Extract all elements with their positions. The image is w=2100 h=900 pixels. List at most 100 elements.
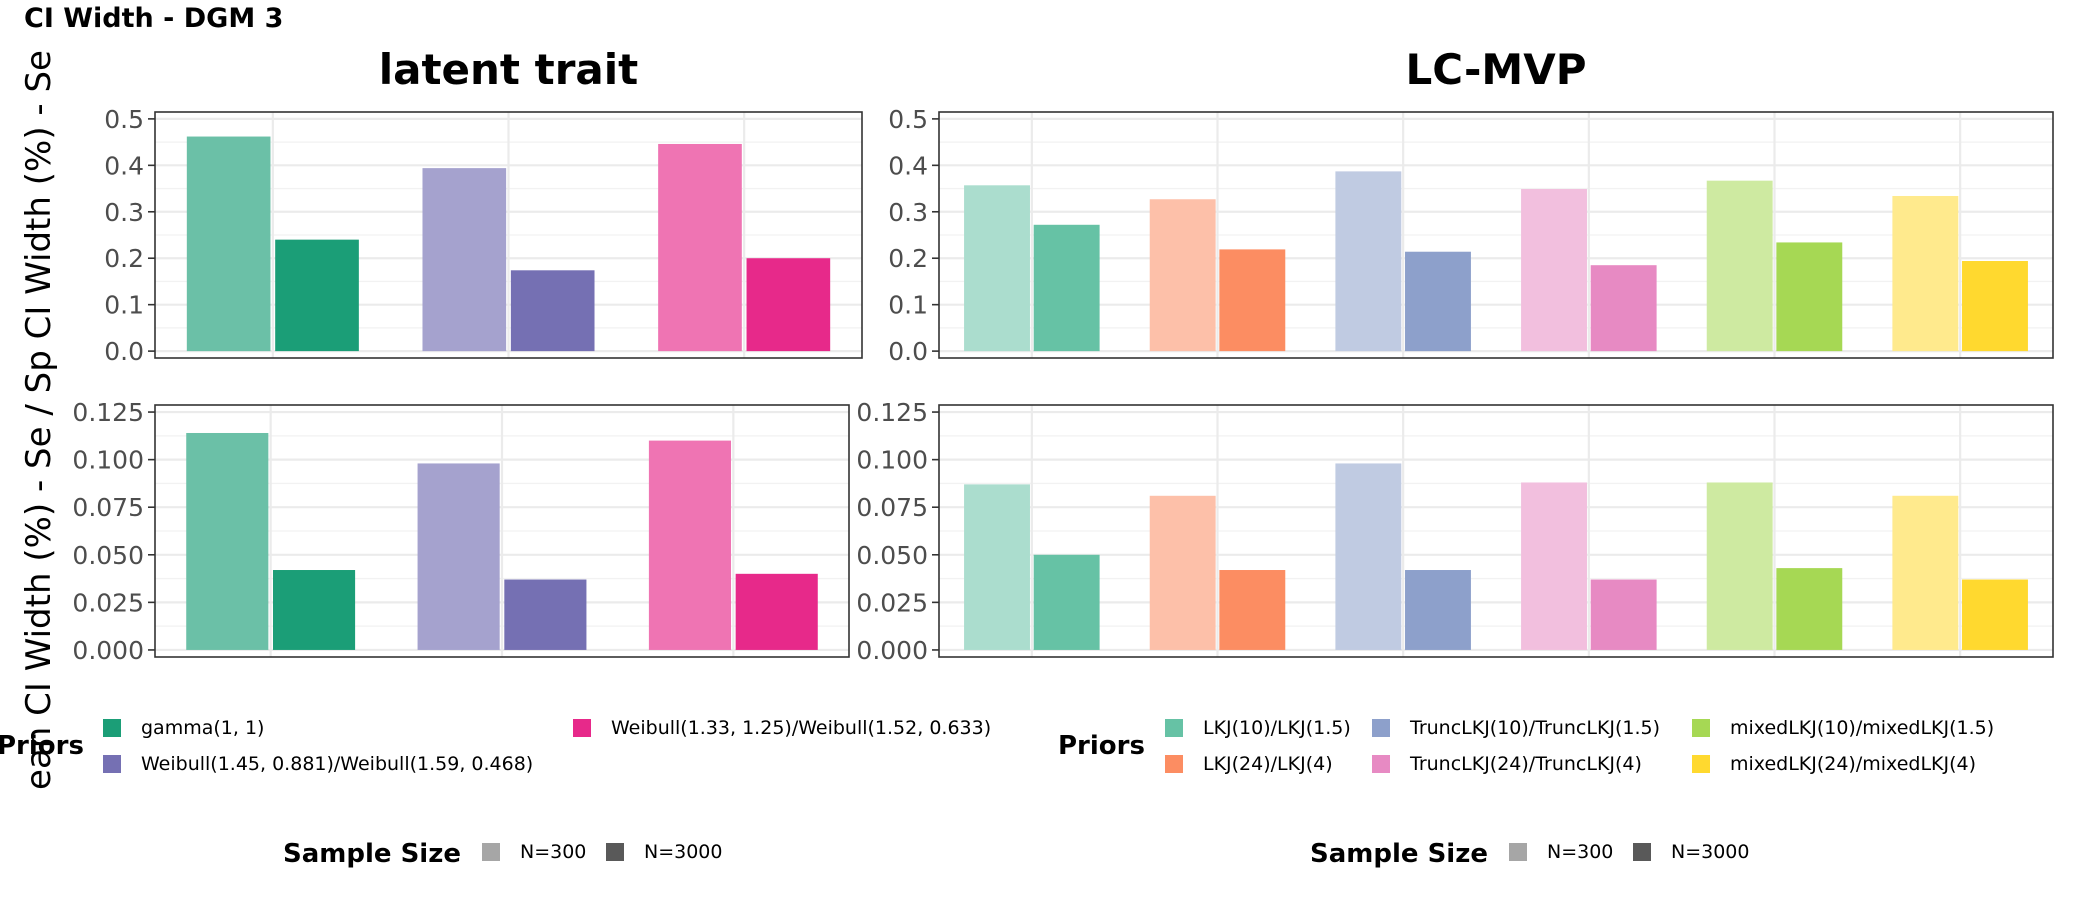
panel-title: LC-MVP xyxy=(1405,45,1586,94)
y-tick-label: 0.5 xyxy=(888,105,928,134)
legend-sample-size: Sample Size N=300 N=3000 xyxy=(283,839,723,869)
bar-n300 xyxy=(964,484,1030,650)
bar-n300 xyxy=(1706,482,1773,650)
bar-n3000 xyxy=(510,270,595,352)
y-tick-label: 0.0 xyxy=(104,337,144,366)
legend-swatch xyxy=(606,843,624,861)
bar-n300 xyxy=(964,185,1030,352)
panel-border xyxy=(154,404,850,658)
y-tick-label: 0.025 xyxy=(856,588,928,617)
legend-swatch xyxy=(1165,755,1183,773)
plots-area: latent trait 0.0 0.1 0.2 0.3 0.4 0.5 LC-MVP 0.00… xyxy=(72,45,2054,665)
bar-n3000 xyxy=(1962,261,2028,352)
legend-swatch xyxy=(573,719,591,737)
legend-label: mixedLKJ(24)/mixedLKJ(4) xyxy=(1730,753,1976,775)
legend-label: Weibull(1.33, 1.25)/Weibull(1.52, 0.633) xyxy=(611,717,991,739)
legend-item: TruncLKJ(24)/TruncLKJ(4) xyxy=(1372,753,1642,775)
figure-title: CI Width - DGM 3 xyxy=(24,3,283,34)
legend-item: LKJ(10)/LKJ(1.5) xyxy=(1165,717,1351,739)
legend-label: Weibull(1.45, 0.881)/Weibull(1.59, 0.468… xyxy=(141,753,533,775)
bar-n3000 xyxy=(1219,249,1286,352)
y-tick-label: 0.000 xyxy=(856,636,928,665)
legend-swatch xyxy=(1633,843,1651,861)
legend-sample-size: Sample Size N=300 N=3000 xyxy=(1310,839,1750,869)
legend-item: Weibull(1.33, 1.25)/Weibull(1.52, 0.633) xyxy=(573,717,991,739)
y-tick-label: 0.1 xyxy=(888,291,928,320)
panel-border xyxy=(154,111,863,359)
panel-border xyxy=(938,111,2054,359)
legend-label: mixedLKJ(10)/mixedLKJ(1.5) xyxy=(1730,717,1994,739)
legend-swatch xyxy=(1509,843,1527,861)
y-tick-label: 0.050 xyxy=(72,541,144,570)
y-tick-label: 0.2 xyxy=(104,244,144,273)
y-tick-label: 0.5 xyxy=(104,105,144,134)
legend-swatch xyxy=(482,843,500,861)
bar-n300 xyxy=(1521,482,1587,650)
bar-n300 xyxy=(1149,495,1216,650)
y-tick-label: 0.3 xyxy=(888,198,928,227)
bar-n300 xyxy=(1335,463,1402,650)
panel-border xyxy=(938,404,2054,658)
legend-swatch xyxy=(1692,719,1710,737)
legend-label: N=300 xyxy=(520,841,586,863)
panel-bottom-right: 0.000 0.025 0.050 0.075 0.100 0.125 xyxy=(856,398,2054,665)
legend-label: N=3000 xyxy=(1671,841,1750,863)
bar-n300 xyxy=(1706,180,1773,352)
panel-bottom-left: 0.000 0.025 0.050 0.075 0.100 0.125 xyxy=(72,398,850,665)
bar-n3000 xyxy=(735,573,818,650)
bar-n3000 xyxy=(1776,242,1843,352)
bar-n300 xyxy=(1149,199,1216,352)
bar-n3000 xyxy=(746,258,831,352)
legend-title: Priors xyxy=(1058,731,1145,761)
legend-item: N=3000 xyxy=(606,841,723,863)
legend-label: N=3000 xyxy=(644,841,723,863)
panel-title: latent trait xyxy=(379,45,639,94)
legend-swatch xyxy=(103,719,121,737)
legend-swatch xyxy=(103,755,121,773)
bar-n3000 xyxy=(504,579,587,650)
bar-n300 xyxy=(1892,495,1959,650)
legend-item: TruncLKJ(10)/TruncLKJ(1.5) xyxy=(1372,717,1660,739)
bar-n300 xyxy=(186,432,269,650)
legend-swatch xyxy=(1372,755,1390,773)
legend-item: N=3000 xyxy=(1633,841,1750,863)
legend-item: LKJ(24)/LKJ(4) xyxy=(1165,753,1333,775)
panel-top-left: latent trait 0.0 0.1 0.2 0.3 0.4 0.5 xyxy=(104,45,863,366)
y-tick-label: 0.2 xyxy=(888,244,928,273)
bar-n3000 xyxy=(1776,568,1843,650)
panel-top-right: LC-MVP 0.0 0.1 0.2 0.3 0.4 0.5 xyxy=(888,45,2054,366)
y-tick-label: 0.4 xyxy=(888,151,928,180)
bar-n300 xyxy=(1521,189,1587,352)
legend-label: TruncLKJ(10)/TruncLKJ(1.5) xyxy=(1409,717,1660,739)
legend-swatch xyxy=(1165,719,1183,737)
bar-n300 xyxy=(1892,195,1959,352)
y-tick-label: 0.4 xyxy=(104,151,144,180)
legend-item: Weibull(1.45, 0.881)/Weibull(1.59, 0.468… xyxy=(103,753,533,775)
bar-n3000 xyxy=(1219,570,1286,650)
y-axis-label: ean CI Width (%) - Se / Sp CI Width (%) … xyxy=(19,50,59,790)
y-tick-label: 0.050 xyxy=(856,541,928,570)
y-tick-label: 0.100 xyxy=(856,446,928,475)
bar-n3000 xyxy=(1962,579,2028,650)
y-tick-label: 0.125 xyxy=(856,398,928,427)
legend-title: Sample Size xyxy=(283,839,461,869)
legend-label: TruncLKJ(24)/TruncLKJ(4) xyxy=(1409,753,1642,775)
y-tick-label: 0.100 xyxy=(72,446,144,475)
bar-n3000 xyxy=(1405,570,1471,650)
y-tick-label: 0.025 xyxy=(72,588,144,617)
bar-n3000 xyxy=(1405,251,1471,352)
legend-title: Sample Size xyxy=(1310,839,1488,869)
legend-label: N=300 xyxy=(1547,841,1613,863)
bar-n300 xyxy=(422,168,507,352)
legend-item: N=300 xyxy=(1509,841,1613,863)
legend-label: LKJ(10)/LKJ(1.5) xyxy=(1203,717,1351,739)
bar-n3000 xyxy=(1590,579,1657,650)
bar-n3000 xyxy=(275,239,359,352)
legend-title: Priors xyxy=(0,731,84,761)
y-tick-label: 0.000 xyxy=(72,636,144,665)
legend-item: mixedLKJ(24)/mixedLKJ(4) xyxy=(1692,753,1976,775)
bar-n3000 xyxy=(1033,224,1100,352)
bar-n3000 xyxy=(272,570,356,650)
bar-n3000 xyxy=(1590,265,1657,352)
